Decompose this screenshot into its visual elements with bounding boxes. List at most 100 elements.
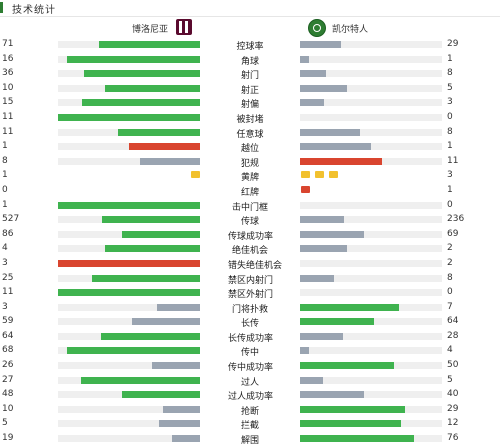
- stat-row: 16 角球 1: [0, 53, 500, 68]
- home-bar-track: [58, 99, 200, 107]
- stat-row: 25 禁区内射门 8: [0, 272, 500, 287]
- home-team-name[interactable]: 博洛尼亚: [131, 25, 168, 35]
- home-bar-track: [58, 55, 200, 63]
- away-stat-value: 11: [447, 155, 459, 166]
- home-stat-value: 15: [2, 97, 14, 108]
- stat-row: 10 射正 5: [0, 82, 500, 97]
- home-stat-value: 1: [2, 170, 8, 181]
- stat-label: 门将扑救: [231, 304, 268, 315]
- home-bar-track: [58, 289, 200, 297]
- home-bar-track: [58, 143, 200, 151]
- away-stat-value: 3: [447, 170, 453, 181]
- home-bar-track: [58, 274, 200, 282]
- stat-row: 71 控球率 29: [0, 38, 500, 53]
- home-bar-fill: [157, 303, 200, 311]
- home-stat-value: 26: [2, 360, 14, 371]
- stat-label: 禁区内射门: [228, 275, 274, 286]
- stat-row: 68 传中 4: [0, 344, 500, 359]
- stat-row: 0 红牌 1: [0, 184, 500, 199]
- home-bar-fill: [83, 70, 200, 78]
- home-bar-fill: [121, 391, 200, 399]
- home-bar-track: [58, 347, 200, 355]
- home-bar-track: [58, 216, 200, 224]
- home-stat-value: 3: [2, 257, 8, 268]
- home-stat-value: 86: [2, 228, 14, 239]
- home-bar-fill: [117, 128, 200, 136]
- header-divider: [0, 16, 500, 17]
- stats-list: 71 控球率 29 16 角球 1 36 射门 8 10 射正 5 15 射偏 3 11 被封堵 0 11 任意球 8 1…: [0, 38, 500, 447]
- home-bar-fill: [171, 435, 200, 443]
- stat-label: 过人成功率: [228, 392, 274, 403]
- stat-label: 任意球: [236, 129, 264, 140]
- stat-label: 击中门框: [231, 202, 268, 213]
- away-bar-fill: [300, 70, 326, 78]
- away-stat-value: 40: [447, 389, 459, 400]
- stat-label: 拦截: [240, 421, 259, 432]
- away-stat-value: 2: [447, 243, 453, 254]
- away-bar-fill: [300, 332, 343, 340]
- away-stat-value: 29: [447, 39, 459, 49]
- away-team-name[interactable]: 凯尔特人: [332, 25, 369, 35]
- away-stat-value: 236: [447, 214, 465, 225]
- away-bar-fill: [300, 84, 347, 92]
- home-bar-track: [58, 303, 200, 311]
- card-icon: [329, 171, 338, 179]
- stat-label: 长传成功率: [228, 333, 274, 344]
- home-stat-value: 1: [2, 141, 8, 152]
- away-stat-value: 29: [447, 403, 459, 414]
- away-bar-track: [300, 274, 442, 282]
- home-bar-fill: [121, 230, 200, 238]
- away-bar-fill: [300, 143, 371, 151]
- away-bar-track: [300, 435, 442, 443]
- home-bar-fill: [82, 99, 200, 107]
- home-stat-value: 36: [2, 68, 14, 79]
- stat-label: 禁区外射门: [228, 290, 274, 301]
- away-bar-fill: [300, 128, 360, 136]
- card-icon: [315, 171, 324, 179]
- home-bar-track: [58, 128, 200, 136]
- stat-label: 错失绝佳机会: [228, 260, 283, 271]
- away-bar-track: [300, 245, 442, 253]
- home-bar-track: [58, 391, 200, 399]
- stat-row: 1 越位 1: [0, 140, 500, 155]
- stat-label: 长传: [240, 319, 259, 330]
- away-stat-value: 8: [447, 272, 453, 283]
- bologna-crest-icon[interactable]: [176, 19, 192, 35]
- away-bar-fill: [300, 99, 325, 107]
- stat-label: 犯规: [240, 158, 259, 169]
- home-cards: [191, 171, 200, 180]
- away-bar-track: [300, 362, 442, 370]
- away-cards: [301, 185, 315, 195]
- home-bar-track: [58, 362, 200, 370]
- away-bar-fill: [300, 230, 364, 238]
- away-bar-track: [300, 230, 442, 238]
- celtic-crest-icon[interactable]: [308, 19, 326, 37]
- stat-row: 4 绝佳机会 2: [0, 242, 500, 257]
- away-bar-fill: [300, 303, 400, 311]
- home-stat-value: 59: [2, 316, 14, 327]
- home-bar-track: [58, 70, 200, 78]
- away-stat-value: 4: [447, 345, 453, 356]
- home-bar-track: [58, 435, 200, 443]
- stat-label: 射门: [240, 71, 259, 82]
- stat-label: 绝佳机会: [231, 246, 268, 257]
- away-bar-fill: [300, 245, 347, 253]
- home-bar-track: [58, 113, 200, 121]
- away-bar-track: [300, 391, 442, 399]
- home-stat-value: 0: [2, 184, 8, 195]
- card-icon: [301, 171, 310, 179]
- home-bar-fill: [92, 274, 200, 282]
- home-bar-fill: [66, 55, 200, 63]
- away-bar-fill: [300, 420, 401, 428]
- stat-label: 被封堵: [236, 114, 264, 125]
- home-bar-fill: [99, 41, 200, 48]
- stat-label: 红牌: [240, 187, 259, 198]
- away-bar-track: [300, 157, 442, 165]
- away-stat-value: 69: [447, 228, 459, 239]
- away-bar-fill: [300, 216, 345, 224]
- home-bar-fill: [129, 143, 200, 151]
- away-stat-value: 1: [447, 141, 453, 152]
- away-stat-value: 1: [447, 53, 453, 64]
- away-stat-value: 0: [447, 199, 453, 210]
- away-stat-value: 5: [447, 374, 453, 385]
